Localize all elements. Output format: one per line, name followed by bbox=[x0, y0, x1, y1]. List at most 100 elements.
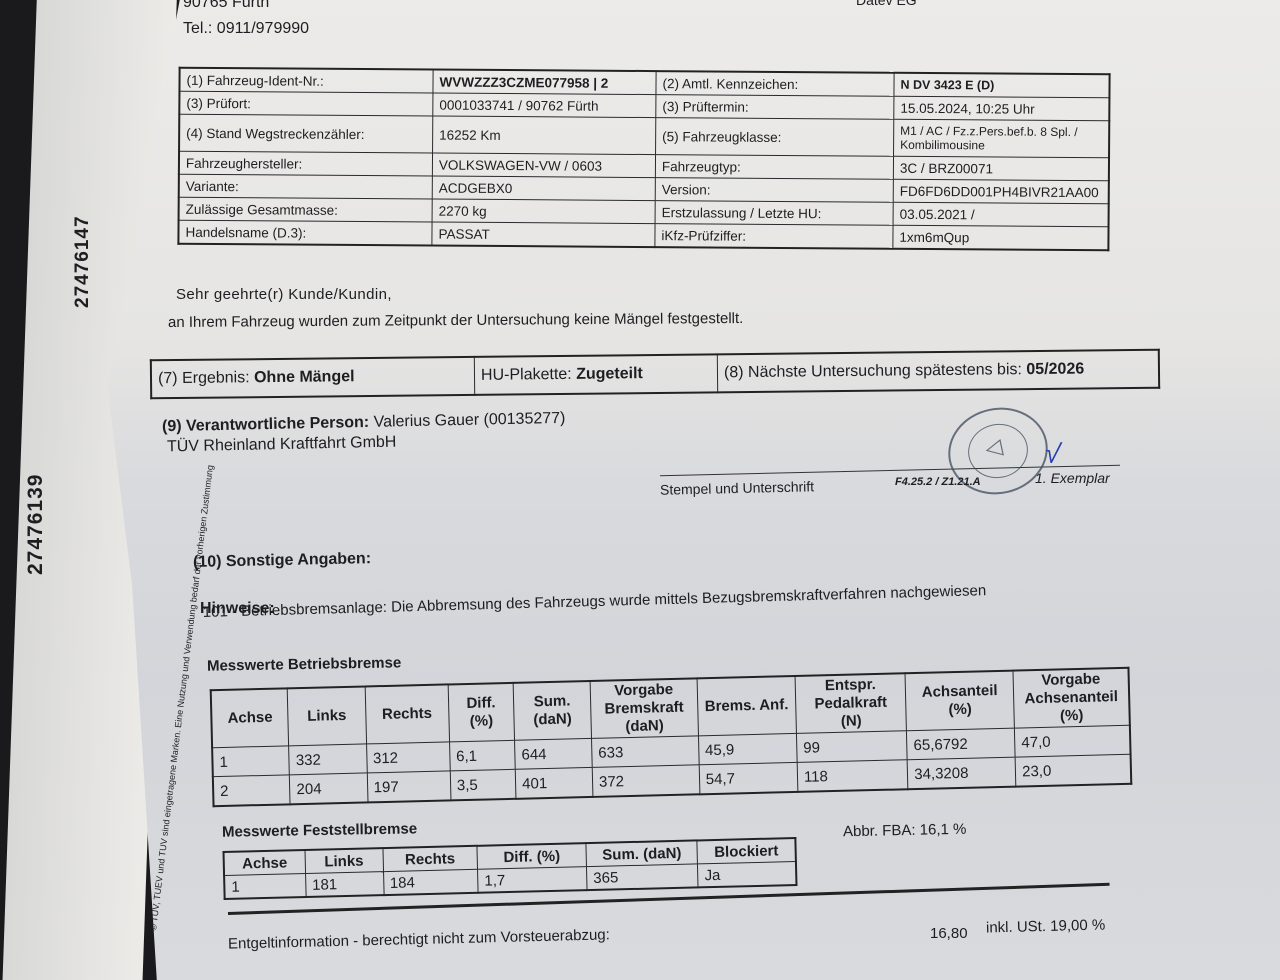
field-value: 15.05.2024, 10:25 Uhr bbox=[893, 96, 1110, 121]
copy-label: 1. Exemplar bbox=[1035, 470, 1110, 486]
field-label: Fahrzeughersteller: bbox=[178, 151, 433, 177]
hints-label: Hinweise: bbox=[200, 600, 275, 617]
table-cell: 2 bbox=[212, 774, 291, 807]
plakette-value: Zugeteilt bbox=[576, 365, 643, 383]
field-label: (1) Fahrzeug-Ident-Nr.: bbox=[179, 67, 434, 94]
service-brake-title: Messwerte Betriebsbremse bbox=[206, 654, 402, 675]
greeting: Sehr geehrte(r) Kunde/Kundin, bbox=[176, 286, 392, 303]
table-cell: 99 bbox=[796, 730, 908, 763]
field-value: PASSAT bbox=[431, 222, 656, 248]
plakette-cell: HU-Plakette: Zugeteilt bbox=[474, 354, 718, 395]
table-cell: 1 bbox=[224, 873, 306, 899]
column-header: Brems. Anf. bbox=[696, 675, 797, 736]
column-header: Rechts bbox=[382, 845, 478, 872]
column-header: Blockiert bbox=[697, 838, 796, 864]
column-header: Achse bbox=[223, 850, 306, 876]
person-name: Valerius Gauer (00135277) bbox=[373, 409, 566, 431]
field-value: 3C / BRZ00071 bbox=[893, 156, 1110, 181]
vehicle-data-table: (1) Fahrzeug-Ident-Nr.: WVWZZZ3CZME077958… bbox=[177, 66, 1111, 252]
vehicle-row: (4) Stand Wegstreckenzähler: 16252 Km (5) … bbox=[179, 114, 1110, 158]
next-inspection-cell: (8) Nächste Untersuchung spätestens bis:… bbox=[717, 349, 1160, 393]
table-cell: 401 bbox=[515, 767, 593, 799]
form-number: F4.25.2 / Z1.21.A bbox=[895, 476, 981, 488]
column-header: Links bbox=[304, 848, 384, 874]
field-value: ACDGEBX0 bbox=[432, 176, 656, 201]
other-info-title: (10) Sonstige Angaben: bbox=[192, 550, 372, 571]
column-header: Vorgabe Bremskraft (daN) bbox=[590, 678, 699, 739]
field-value: WVWZZZ3CZME077958 | 2 bbox=[432, 69, 657, 95]
field-label: Fahrzeugtyp: bbox=[655, 154, 894, 180]
table-cell: 365 bbox=[586, 863, 699, 891]
column-header: Vorgabe Achsenanteil (%) bbox=[1013, 667, 1130, 729]
result-label: (7) Ergebnis: bbox=[157, 369, 250, 388]
field-value: VOLKSWAGEN-VW / 0603 bbox=[432, 153, 656, 178]
field-value: 2270 kg bbox=[432, 199, 656, 224]
table-cell: 34,3208 bbox=[907, 757, 1016, 790]
column-header: Diff. (%) bbox=[477, 843, 587, 870]
field-label: Handelsname (D.3): bbox=[178, 220, 433, 246]
table-cell: 204 bbox=[289, 772, 368, 805]
table-cell: 332 bbox=[288, 743, 367, 775]
page-number: 27476147 bbox=[72, 215, 93, 308]
fba-value: Abbr. FBA: 16,1 % bbox=[842, 820, 967, 841]
column-header: Links bbox=[287, 686, 367, 746]
table-cell: 1 bbox=[212, 745, 290, 777]
field-label: (3) Prüftermin: bbox=[655, 94, 894, 120]
column-header: Achsanteil (%) bbox=[905, 670, 1015, 731]
field-label: Erstzulassung / Letzte HU: bbox=[655, 200, 894, 226]
table-cell: 1,7 bbox=[477, 866, 588, 893]
plakette-label: HU-Plakette: bbox=[480, 365, 572, 384]
table-cell: 54,7 bbox=[698, 762, 798, 795]
service-brake-table: Achse Links Rechts Diff. (%) Sum. (daN) Vorga… bbox=[209, 666, 1133, 808]
result-cell: (7) Ergebnis: Ohne Mängel bbox=[150, 356, 475, 399]
table-cell: 65,6792 bbox=[906, 728, 1016, 760]
table-cell: Ja bbox=[697, 861, 797, 888]
address-city: 90765 Fürth bbox=[183, 0, 270, 11]
column-header: Rechts bbox=[364, 684, 450, 744]
table-cell: 633 bbox=[591, 735, 699, 768]
address-phone: Tel.: 0911/979990 bbox=[183, 20, 310, 37]
table-cell: 181 bbox=[305, 871, 384, 897]
back-page-number: 27476139 bbox=[24, 473, 47, 575]
field-value: 16252 Km bbox=[432, 116, 656, 155]
result-value: Ohne Mängel bbox=[253, 368, 355, 387]
table-cell: 6,1 bbox=[449, 740, 516, 771]
table-cell: 45,9 bbox=[698, 733, 798, 765]
field-label: (2) Amtl. Kennzeichen: bbox=[655, 71, 895, 97]
column-header: Sum. (daN) bbox=[513, 680, 592, 741]
field-label: Version: bbox=[655, 177, 894, 203]
table-cell: 47,0 bbox=[1014, 725, 1131, 758]
field-value: 03.05.2021 / bbox=[893, 202, 1109, 227]
table-cell: 372 bbox=[592, 764, 700, 797]
field-label: (5) Fahrzeugklasse: bbox=[655, 117, 894, 157]
person-label: (9) Verantwortliche Person: bbox=[161, 413, 370, 436]
field-label: iKfz-Prüfziffer: bbox=[654, 223, 894, 249]
table-cell: 3,5 bbox=[450, 769, 517, 801]
field-value: N DV 3423 E (D) bbox=[893, 72, 1110, 98]
field-value: 0001033741 / 90762 Fürth bbox=[432, 93, 656, 118]
column-header: Sum. (daN) bbox=[585, 840, 698, 867]
column-header: Diff. (%) bbox=[447, 682, 515, 742]
field-label: Zulässige Gesamtmasse: bbox=[178, 197, 433, 223]
field-label: (3) Prüfort: bbox=[179, 91, 433, 117]
table-cell: 197 bbox=[366, 770, 451, 803]
column-header: Entspr. Pedalkraft (N) bbox=[794, 673, 907, 734]
table-cell: 118 bbox=[797, 759, 909, 792]
next-inspection-label: (8) Nächste Untersuchung spätestens bis: bbox=[723, 361, 1023, 382]
table-cell: 23,0 bbox=[1015, 754, 1132, 787]
field-label: Variante: bbox=[178, 174, 433, 200]
table-cell: 312 bbox=[366, 741, 451, 773]
fee-amount: 16,80 bbox=[930, 925, 968, 942]
field-value: FD6FD6DD001PH4BIVR21AA00 bbox=[893, 179, 1109, 204]
document-page bbox=[107, 0, 1280, 980]
field-value: M1 / AC / Fz.z.Pers.bef.b. 8 Spl. / Komb… bbox=[893, 119, 1110, 158]
bank-name: Datev EG bbox=[856, 0, 917, 8]
next-inspection-value: 05/2026 bbox=[1026, 360, 1085, 379]
table-cell: 644 bbox=[514, 738, 593, 770]
fee-tax: inkl. USt. 19,00 % bbox=[985, 916, 1106, 937]
column-header: Achse bbox=[210, 688, 289, 748]
field-label: (4) Stand Wegstreckenzähler: bbox=[179, 114, 433, 154]
table-cell: 184 bbox=[383, 869, 479, 896]
field-value: 1xm6mQup bbox=[892, 225, 1109, 251]
parking-brake-title: Messwerte Feststellbremse bbox=[221, 820, 418, 841]
